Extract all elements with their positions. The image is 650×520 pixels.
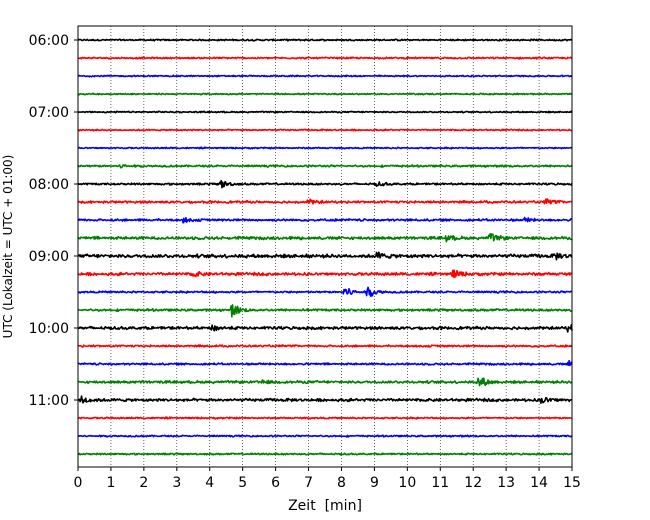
x-axis-label: Zeit [min] bbox=[288, 498, 362, 514]
trace-1030 bbox=[77, 359, 573, 367]
x-tick-label: 7 bbox=[304, 475, 313, 491]
trace-0815 bbox=[77, 198, 573, 205]
traces bbox=[77, 38, 573, 456]
trace-1130 bbox=[77, 434, 573, 438]
y-tick-label: 08:00 bbox=[29, 177, 69, 193]
y-tick-label: 10:00 bbox=[29, 321, 69, 337]
y-tick-label: 11:00 bbox=[29, 393, 69, 409]
x-tick-label: 8 bbox=[337, 475, 346, 491]
y-tick-label: 07:00 bbox=[29, 105, 69, 121]
trace-1015 bbox=[77, 344, 573, 348]
trace-1100 bbox=[77, 395, 573, 405]
trace-0745 bbox=[77, 164, 573, 169]
trace-0930 bbox=[77, 286, 573, 298]
x-tick-label: 6 bbox=[271, 475, 280, 491]
plot-frame bbox=[77, 25, 573, 468]
trace-0915 bbox=[77, 269, 573, 279]
trace-0945 bbox=[77, 304, 573, 318]
trace-0715 bbox=[77, 128, 573, 132]
trace-1000 bbox=[77, 324, 573, 333]
x-tick-label: 11 bbox=[431, 475, 449, 491]
y-tick-label: 09:00 bbox=[29, 249, 69, 265]
trace-1145 bbox=[77, 452, 573, 456]
x-axis: 0 1 2 3 4 5 6 7 8 9 10 11 12 13 14 15 bbox=[74, 467, 581, 491]
x-tick-label: 3 bbox=[172, 475, 181, 491]
x-tick-label: 9 bbox=[370, 475, 379, 491]
trace-1115 bbox=[77, 416, 573, 420]
trace-0900 bbox=[77, 251, 573, 261]
x-tick-label: 5 bbox=[238, 475, 247, 491]
x-tick-label: 0 bbox=[74, 475, 83, 491]
trace-0630 bbox=[77, 74, 573, 78]
x-tick-label: 10 bbox=[398, 475, 416, 491]
trace-0730 bbox=[77, 146, 573, 150]
y-tick-label: 06:00 bbox=[29, 33, 69, 49]
trace-0645 bbox=[77, 92, 573, 96]
y-axis-label: UTC (Lokalzeit = UTC + 01:00) bbox=[1, 155, 15, 339]
trace-1045 bbox=[77, 377, 573, 387]
x-tick-label: 15 bbox=[563, 475, 581, 491]
trace-0800 bbox=[77, 179, 573, 189]
trace-0830 bbox=[77, 216, 573, 224]
trace-0615 bbox=[77, 56, 573, 60]
trace-0600 bbox=[77, 38, 573, 42]
x-tick-label: 1 bbox=[106, 475, 115, 491]
y-axis: 06:00 07:00 08:00 09:00 10:00 11:00 bbox=[29, 33, 78, 409]
x-tick-label: 2 bbox=[139, 475, 148, 491]
x-tick-label: 12 bbox=[464, 475, 482, 491]
x-tick-label: 14 bbox=[530, 475, 548, 491]
x-tick-label: 4 bbox=[205, 475, 214, 491]
x-tick-label: 13 bbox=[497, 475, 515, 491]
trace-0700 bbox=[77, 110, 573, 114]
trace-0845 bbox=[77, 232, 573, 243]
